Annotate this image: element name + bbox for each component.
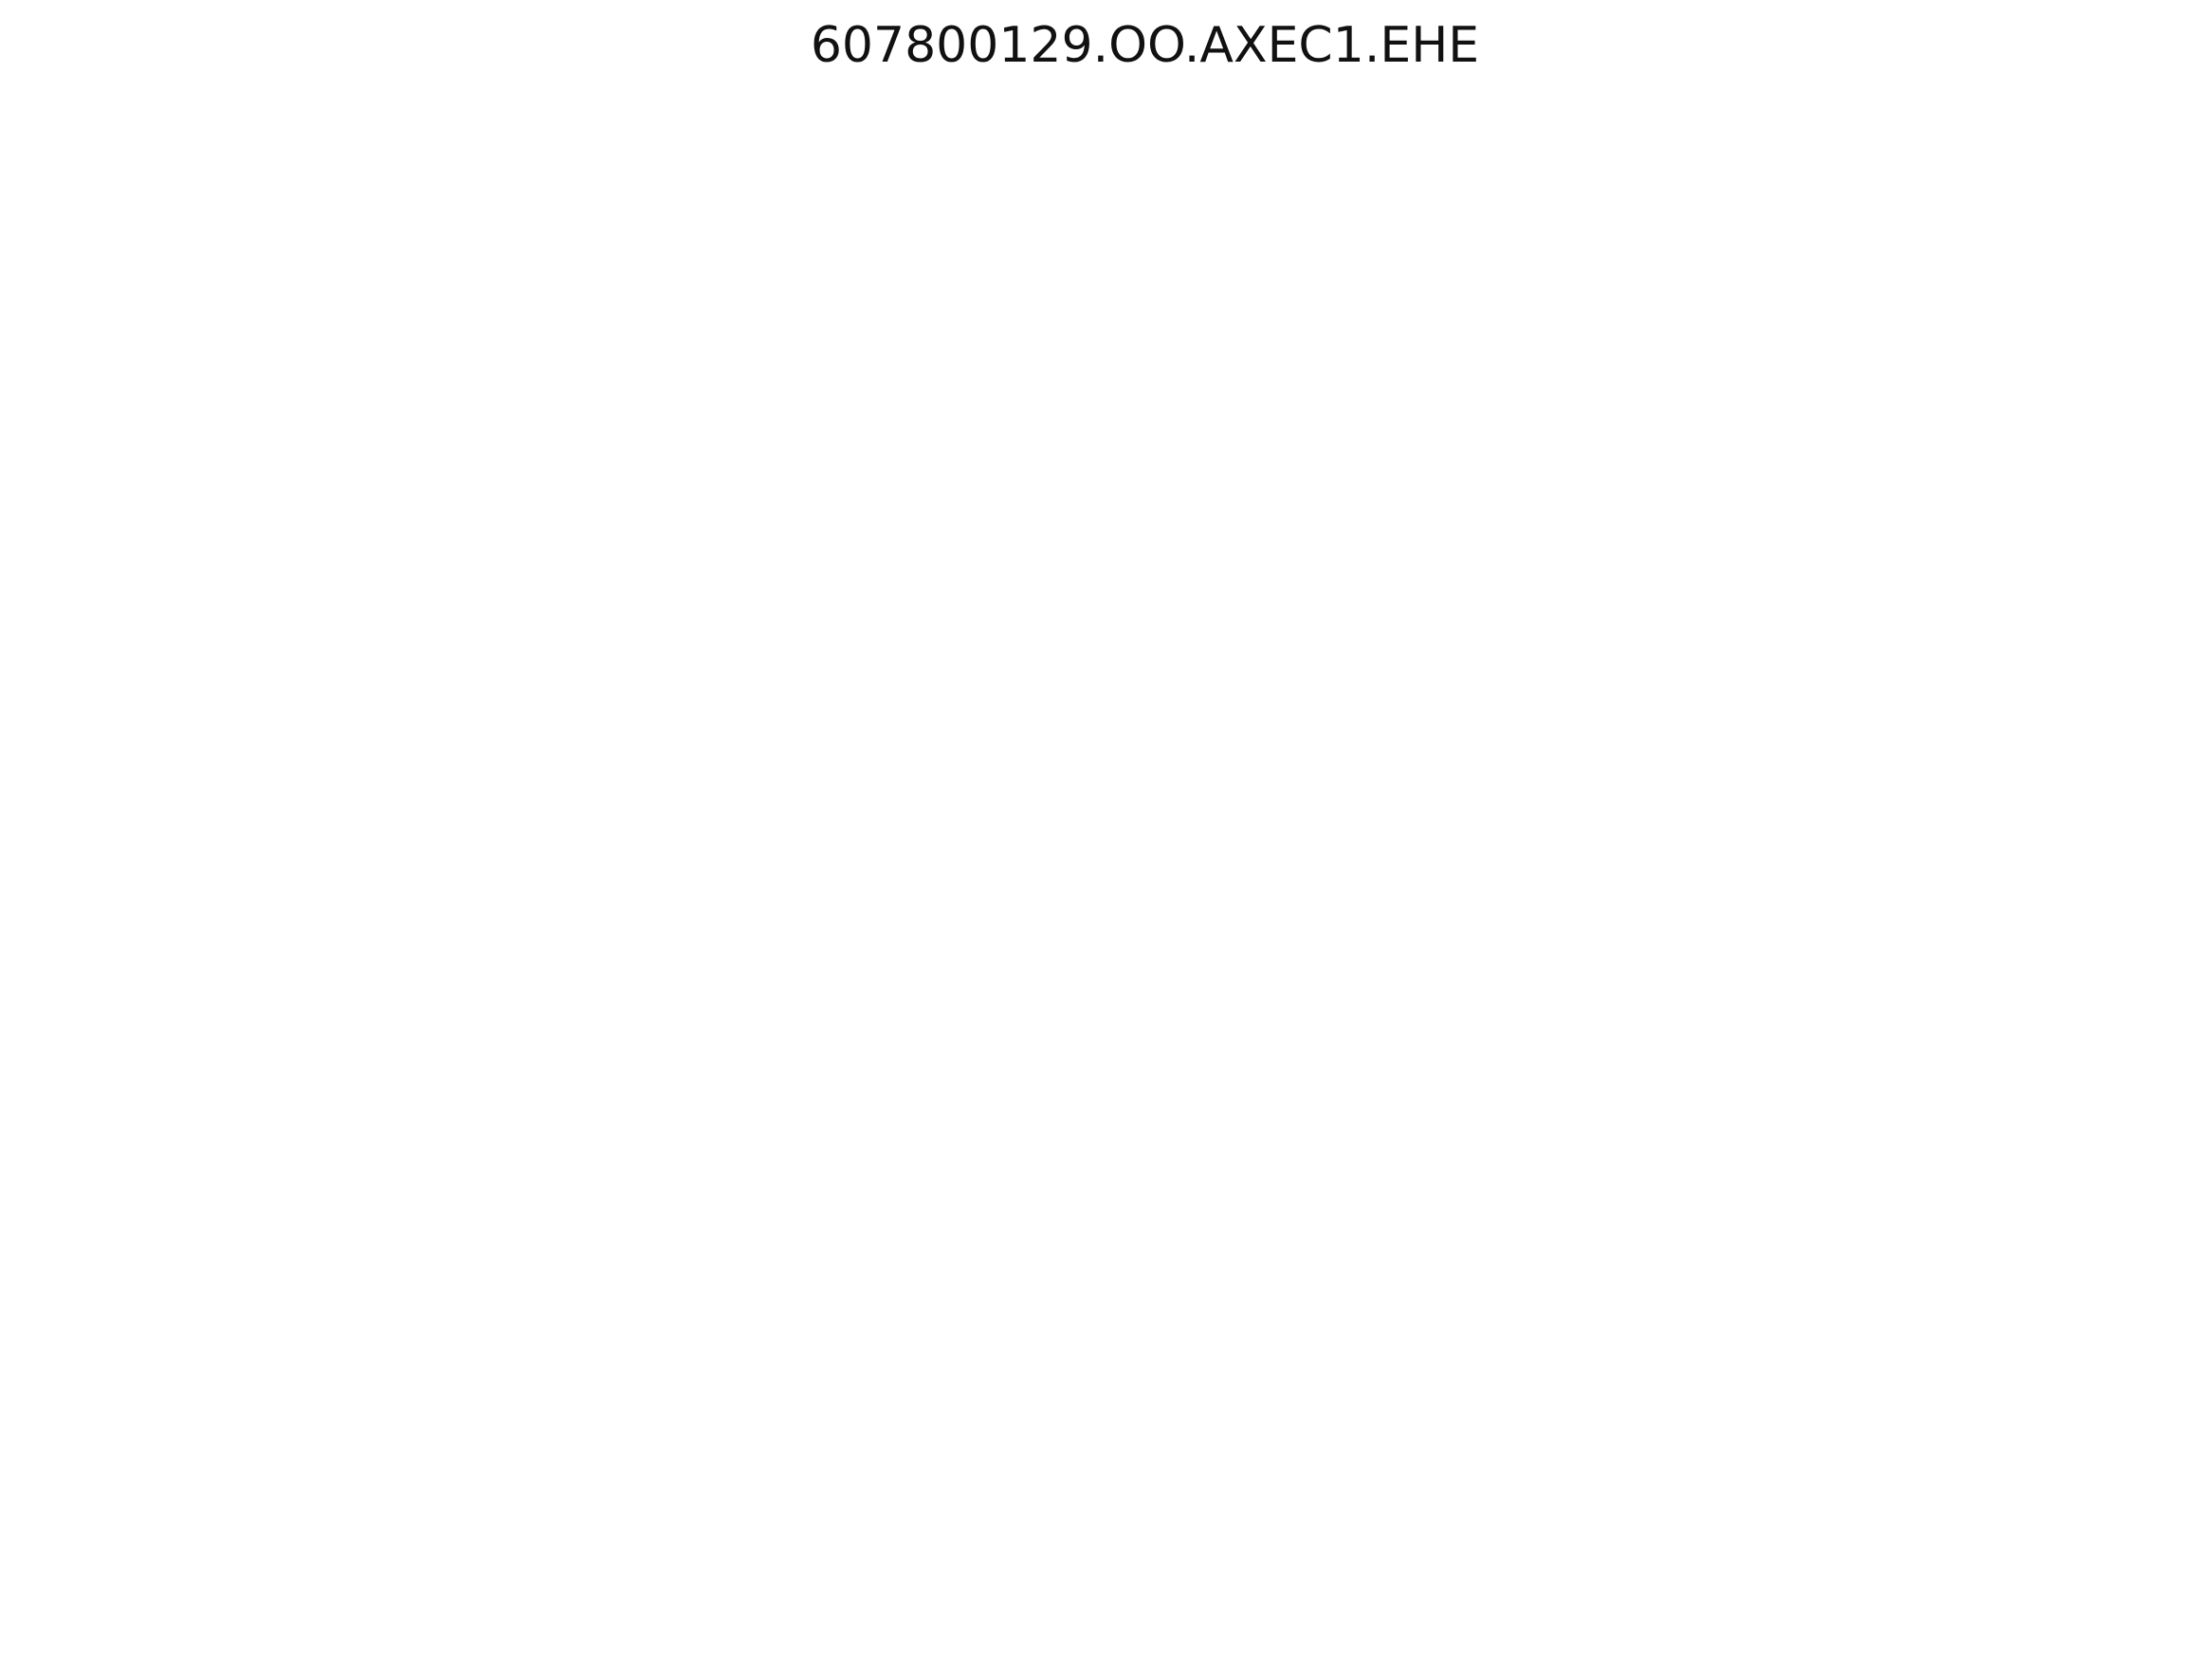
plot-title: 607800129.OO.AXEC1.EHE [810,17,1480,74]
plot-area [287,121,2002,1476]
